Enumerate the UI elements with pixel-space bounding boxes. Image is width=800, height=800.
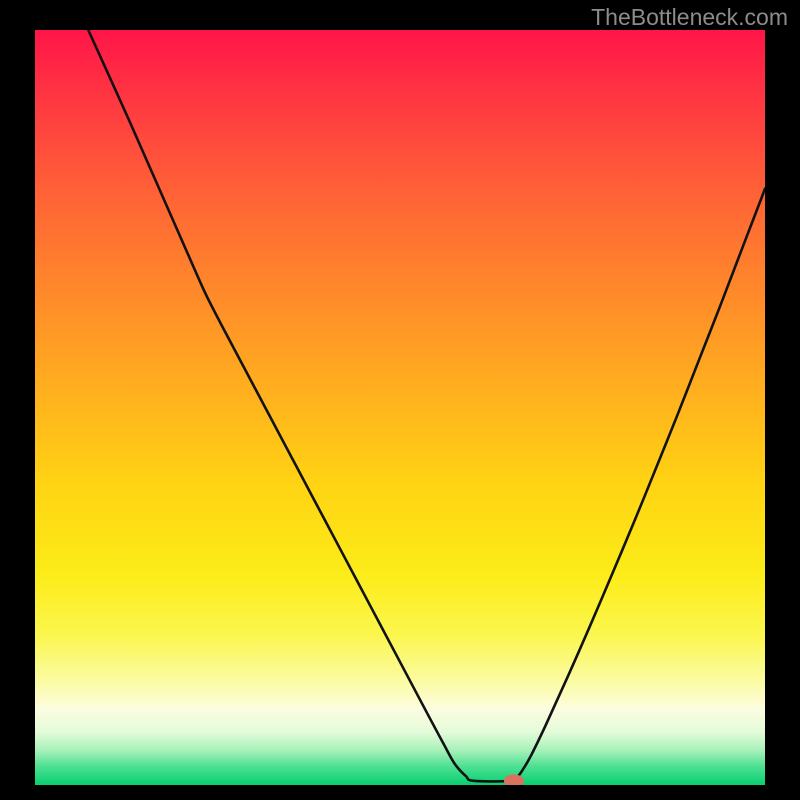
chart-stage: TheBottleneck.com	[0, 0, 800, 800]
plot-background-gradient	[35, 30, 765, 785]
bottleneck-chart	[0, 0, 800, 800]
